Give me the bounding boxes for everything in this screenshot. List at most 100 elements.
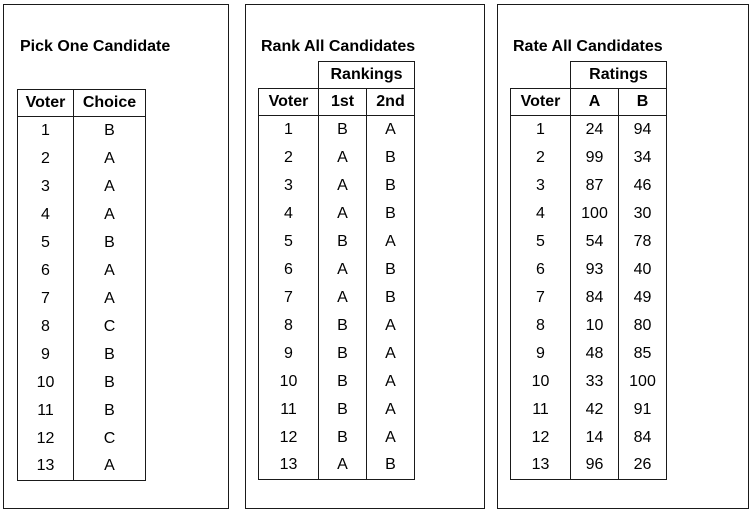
- voter-cell: 8: [258, 311, 319, 340]
- choice-cell: A: [73, 452, 146, 481]
- table-row: 10 B A: [258, 367, 415, 396]
- table-row: 12 14 84: [510, 423, 667, 452]
- rating-a-cell: 10: [570, 311, 619, 340]
- table-row: 13 A B: [258, 451, 415, 480]
- rating-b-cell: 30: [618, 199, 667, 228]
- voter-cell: 7: [258, 283, 319, 312]
- rating-b-cell: 100: [618, 367, 667, 396]
- rating-b-cell: 84: [618, 423, 667, 452]
- voter-cell: 7: [510, 283, 571, 312]
- second-rank-cell: A: [366, 115, 415, 144]
- table-row: 13 96 26: [510, 451, 667, 480]
- voter-cell: 12: [510, 423, 571, 452]
- second-rank-cell: B: [366, 283, 415, 312]
- voter-header: Voter: [510, 88, 571, 116]
- rating-b-cell: 40: [618, 255, 667, 284]
- rank-all-rows: 1 B A 2 A B 3 A B 4 A B 5 B A 6 A B 7 A B 8 B A 9 B A 10 B A 11 B A 12 B A 1…: [258, 115, 415, 480]
- pick-one-table: Voter Choice 1 B 2 A 3 A 4 A 5 B 6 A 7 A 8 C 9 B 10 B 11 B 12 C…: [17, 89, 146, 481]
- rating-a-cell: 54: [570, 227, 619, 256]
- voter-cell: 9: [17, 340, 74, 369]
- blank-cell: [259, 62, 319, 89]
- rating-a-cell: 93: [570, 255, 619, 284]
- voter-cell: 2: [258, 143, 319, 172]
- first-rank-cell: A: [318, 171, 367, 200]
- pick-one-rows: 1 B 2 A 3 A 4 A 5 B 6 A 7 A 8 C 9 B 10 B 11 B 12 C 13 A: [17, 116, 146, 481]
- table-row: 4 100 30: [510, 199, 667, 228]
- voter-cell: 10: [510, 367, 571, 396]
- table-row: 7 84 49: [510, 283, 667, 312]
- choice-cell: A: [73, 256, 146, 285]
- first-rank-cell: A: [318, 451, 367, 480]
- first-rank-cell: B: [318, 423, 367, 452]
- rating-a-header: A: [570, 88, 619, 116]
- second-rank-cell: B: [366, 143, 415, 172]
- rate-all-rows: 1 24 94 2 99 34 3 87 46 4 100 30 5 54 78 6 93 40 7 84 49 8 10 8…: [510, 115, 667, 480]
- voter-cell: 11: [17, 396, 74, 425]
- voter-cell: 4: [17, 200, 74, 229]
- first-rank-cell: A: [318, 255, 367, 284]
- rating-b-header: B: [618, 88, 667, 116]
- table-row: 10 33 100: [510, 367, 667, 396]
- rating-a-cell: 99: [570, 143, 619, 172]
- voter-cell: 9: [510, 339, 571, 368]
- rating-a-cell: 24: [570, 115, 619, 144]
- table-row: 11 B A: [258, 395, 415, 424]
- first-rank-cell: A: [318, 199, 367, 228]
- voter-cell: 13: [17, 452, 74, 481]
- rating-b-cell: 49: [618, 283, 667, 312]
- first-rank-cell: A: [318, 143, 367, 172]
- voter-cell: 7: [17, 284, 74, 313]
- rating-a-cell: 100: [570, 199, 619, 228]
- voter-cell: 11: [510, 395, 571, 424]
- rating-a-cell: 42: [570, 395, 619, 424]
- rank-all-title: Rank All Candidates: [261, 38, 416, 55]
- second-rank-cell: A: [366, 311, 415, 340]
- second-rank-cell: A: [366, 367, 415, 396]
- voter-cell: 1: [258, 115, 319, 144]
- first-rank-cell: B: [318, 311, 367, 340]
- voter-cell: 13: [258, 451, 319, 480]
- choice-cell: B: [73, 228, 146, 257]
- choice-header: Choice: [73, 89, 146, 117]
- choice-cell: A: [73, 172, 146, 201]
- rating-b-cell: 26: [618, 451, 667, 480]
- voter-cell: 6: [510, 255, 571, 284]
- ratings-group-header: Ratings: [570, 61, 667, 89]
- table-row: 3 87 46: [510, 171, 667, 200]
- rating-b-cell: 34: [618, 143, 667, 172]
- voter-cell: 12: [258, 423, 319, 452]
- table-row: 5 54 78: [510, 227, 667, 256]
- choice-cell: B: [73, 116, 146, 145]
- blank-cell: [511, 62, 571, 89]
- voter-cell: 6: [17, 256, 74, 285]
- second-rank-cell: A: [366, 423, 415, 452]
- rating-b-cell: 46: [618, 171, 667, 200]
- voter-cell: 4: [510, 199, 571, 228]
- choice-cell: A: [73, 200, 146, 229]
- voter-cell: 8: [510, 311, 571, 340]
- voter-cell: 11: [258, 395, 319, 424]
- first-rank-cell: B: [318, 395, 367, 424]
- choice-cell: C: [73, 312, 146, 341]
- rankings-group-header: Rankings: [318, 61, 415, 89]
- first-rank-cell: B: [318, 339, 367, 368]
- voter-cell: 10: [17, 368, 74, 397]
- rating-a-cell: 14: [570, 423, 619, 452]
- second-rank-header: 2nd: [366, 88, 415, 116]
- choice-cell: B: [73, 396, 146, 425]
- rating-a-cell: 96: [570, 451, 619, 480]
- first-rank-cell: B: [318, 367, 367, 396]
- voter-cell: 13: [510, 451, 571, 480]
- rate-all-table: Ratings Voter A B 1 24 94 2 99 34 3 87 46 4 100 30 5…: [510, 61, 667, 480]
